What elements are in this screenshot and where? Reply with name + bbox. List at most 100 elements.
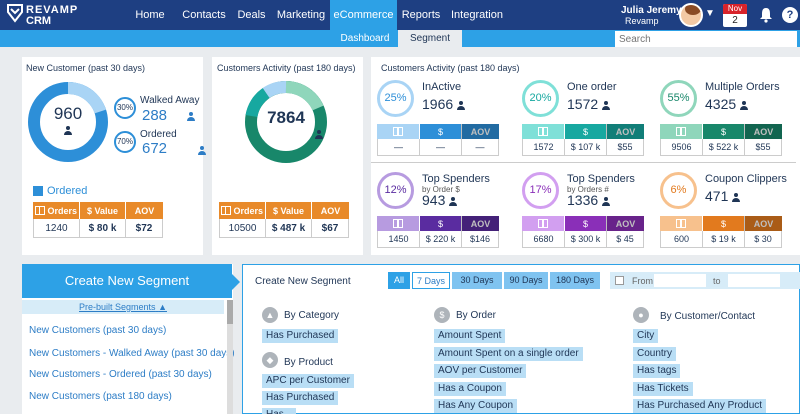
nav-contacts[interactable]: Contacts [182, 9, 226, 21]
legend-label: Ordered [47, 185, 88, 197]
card-cell: $ 522 k [703, 139, 745, 155]
segment-link[interactable]: New Customers - Walked Away (past 30 day… [29, 348, 235, 359]
prebuilt-segments-toggle[interactable]: Pre-built Segments ▲ [22, 300, 224, 314]
caret-up-icon: ▲ [158, 302, 167, 312]
filter-90-days[interactable]: 90 Days [504, 272, 548, 289]
panel-title: Customers Activity (past 180 days) [381, 63, 520, 73]
from-label: From [632, 276, 653, 286]
logo-subtext: CRM [26, 15, 52, 27]
filter-30-days[interactable]: 30 Days [452, 272, 502, 289]
card-header: $ [564, 124, 606, 139]
nav-integration[interactable]: Integration [451, 9, 503, 21]
calendar-widget[interactable]: Nov 2 [723, 4, 747, 27]
panel-title: New Customer (past 30 days) [26, 63, 146, 73]
segment-link[interactable]: New Customers (past 30 days) [29, 325, 167, 336]
panel-title: Customers Activity (past 180 days) [217, 63, 356, 73]
card-header: AOV [606, 124, 644, 139]
tag-amount-spent[interactable]: Amount Spent [434, 329, 506, 343]
card-value: 4325 [705, 96, 737, 112]
tag-has-purchased[interactable]: Has Purchased [262, 329, 339, 343]
card-sublabel: by Order $ [422, 185, 460, 194]
tag-has-a-coupon[interactable]: Has a Coupon [434, 382, 506, 396]
category-icon: ▲ [262, 307, 278, 323]
card-sublabel: by Orders # [567, 185, 609, 194]
tag-partial[interactable]: Has... [262, 408, 297, 414]
activity-card[interactable]: 20% One order 1572 $ AOV 1572 $ 107 k $55 [522, 80, 650, 156]
filter-all[interactable]: All [388, 272, 410, 289]
avatar[interactable] [679, 3, 703, 27]
metric-header: Value [94, 205, 119, 216]
card-pct: 17% [522, 172, 559, 209]
activity-card[interactable]: 25% InActive 1966 $ AOV — — — [377, 80, 505, 156]
search-input[interactable] [615, 31, 797, 47]
card-cell: $ 107 k [565, 139, 607, 155]
nav-ecommerce[interactable]: eCommerce [330, 0, 397, 30]
from-date-input[interactable] [654, 274, 706, 287]
filter-180-days[interactable]: 180 Days [550, 272, 600, 289]
tag-has-tags[interactable]: Has tags [633, 364, 681, 378]
help-icon[interactable]: ? [782, 7, 798, 23]
ordered-label: Ordered [140, 129, 177, 140]
nav-deals[interactable]: Deals [237, 9, 266, 21]
tag-has-any-coupon[interactable]: Has Any Coupon [434, 399, 518, 413]
bell-icon[interactable] [758, 7, 774, 23]
tab-dashboard[interactable]: Dashboard [340, 33, 390, 44]
ordered-pct: 70% [114, 131, 136, 153]
person-icon [602, 196, 611, 206]
metric-header: Orders [47, 205, 78, 216]
metric-header: Value [280, 205, 305, 216]
tag-apc-per-customer[interactable]: APC per Customer [262, 374, 354, 388]
tag-amount-spent-single[interactable]: Amount Spent on a single order [434, 347, 583, 361]
card-value: 1572 [567, 96, 599, 112]
card-cell: 1450 [378, 231, 420, 247]
nav-marketing[interactable]: Marketing [276, 9, 326, 21]
tag-has-purchased-any-product[interactable]: Has Purchased Any Product [633, 399, 767, 413]
user-name[interactable]: Julia Jeremy [621, 5, 682, 16]
activity-card[interactable]: 12% Top Spenders by Order $943 $ AOV 1450 $ 2… [377, 172, 505, 248]
card-header: AOV [461, 216, 499, 231]
tag-has-tickets[interactable]: Has Tickets [633, 382, 693, 396]
person-icon [740, 100, 749, 110]
create-segment-header[interactable]: Create New Segment [22, 264, 232, 298]
card-cell: $ 45 [616, 234, 634, 244]
filter-7-days[interactable]: 7 Days [412, 272, 450, 289]
chevron-down-icon[interactable]: ▼ [705, 8, 715, 19]
tab-segment[interactable]: Segment [398, 30, 462, 47]
tag-country[interactable]: Country [633, 347, 677, 361]
card-value: 1336 [567, 192, 599, 208]
card-header: AOV [744, 216, 782, 231]
activity-card[interactable]: 6% Coupon Clippers 471 $ AOV 600 $ 19 k $ 30 [660, 172, 788, 248]
tag-city[interactable]: City [633, 329, 659, 343]
card-cell: 6680 [523, 231, 565, 247]
segment-link[interactable]: New Customers (past 180 days) [29, 391, 172, 402]
new-customer-metrics: Orders $ Value AOV 1240 $ 80 k $72 [33, 202, 163, 238]
segment-link[interactable]: New Customers - Ordered (past 30 days) [29, 369, 212, 380]
card-pct: 20% [522, 80, 559, 117]
builder-title: Create New Segment [255, 276, 351, 287]
scrollbar[interactable] [227, 300, 233, 414]
tag-aov-per-customer[interactable]: AOV per Customer [434, 364, 527, 378]
by-customer-title: By Customer/Contact [660, 311, 756, 322]
date-range-checkbox[interactable] [615, 276, 624, 285]
activity-donut [245, 81, 327, 163]
activity-card[interactable]: 55% Multiple Orders 4325 $ AOV 9506 $ 522 k $5… [660, 80, 788, 156]
nav-reports[interactable]: Reports [401, 9, 441, 21]
logo-icon [7, 4, 23, 23]
card-cell: 9506 [661, 139, 703, 155]
card-header: AOV [606, 216, 644, 231]
walked-away-value: 288 [142, 107, 168, 124]
to-date-input[interactable] [728, 274, 780, 287]
metric-value: 1240 [34, 219, 80, 237]
nav-home[interactable]: Home [135, 9, 165, 21]
top-navbar [0, 0, 800, 30]
tag-has-purchased[interactable]: Has Purchased [262, 391, 339, 405]
activity-card[interactable]: 17% Top Spenders by Orders #1336 $ AOV 6680 $… [522, 172, 650, 248]
person-icon [732, 192, 741, 202]
scrollbar-thumb[interactable] [227, 300, 233, 324]
card-header: $ [702, 124, 744, 139]
card-label: One order [567, 81, 617, 93]
customer-icon: ● [633, 307, 649, 323]
user-org: Revamp [625, 16, 659, 26]
card-label: Top Spenders [422, 173, 490, 185]
metric-value: $ 487 k [266, 219, 312, 237]
